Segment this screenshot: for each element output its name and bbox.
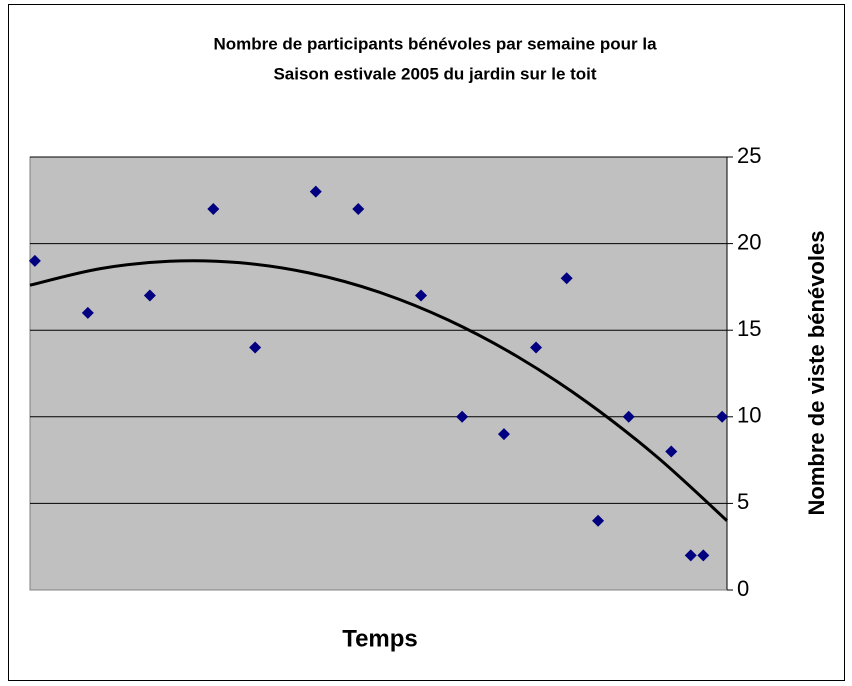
data-point <box>716 410 729 423</box>
data-point <box>697 549 710 562</box>
data-point <box>415 289 428 302</box>
plot-area <box>29 156 728 591</box>
chart-title: Saison estivale 2005 du jardin sur le to… <box>273 64 596 83</box>
data-point <box>352 202 365 215</box>
trendline <box>29 259 729 522</box>
y-tick-label: 0 <box>737 576 749 601</box>
data-point <box>143 289 156 302</box>
data-point <box>497 428 510 441</box>
y-tick-label: 20 <box>737 229 761 254</box>
data-point <box>622 410 635 423</box>
y-tick-label: 15 <box>737 316 761 341</box>
y-tick-label: 5 <box>737 489 749 514</box>
data-point <box>560 272 573 285</box>
data-point <box>249 341 262 354</box>
data-point <box>309 185 322 198</box>
data-point <box>456 410 469 423</box>
x-axis-label: Temps <box>342 625 418 652</box>
y-tick-label: 10 <box>737 403 761 428</box>
y-axis-label: Nombre de viste bénévoles <box>804 231 829 516</box>
data-point <box>665 445 678 458</box>
y-tick-label: 25 <box>737 143 761 168</box>
data-point <box>684 549 697 562</box>
data-point <box>81 306 94 319</box>
data-point <box>28 254 41 267</box>
data-point <box>592 514 605 527</box>
data-point <box>207 202 220 215</box>
chart-title: Nombre de participants bénévoles par sem… <box>213 34 657 53</box>
data-point <box>530 341 543 354</box>
